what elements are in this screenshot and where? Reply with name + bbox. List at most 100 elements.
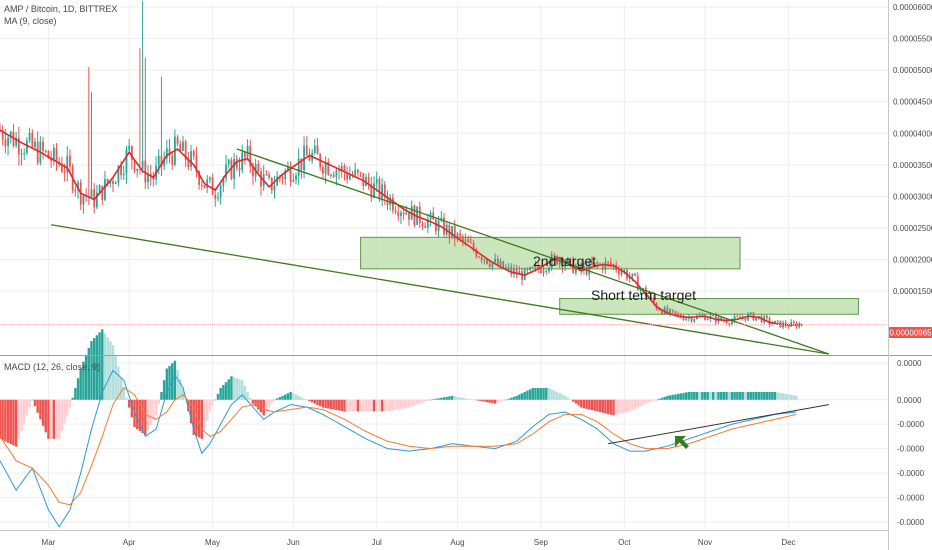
candle-body	[17, 137, 20, 155]
macd-histogram-bar	[76, 378, 80, 400]
candle-body	[574, 267, 577, 274]
macd-tick-label: -0.0000	[897, 469, 925, 478]
macd-histogram-bar	[52, 399, 56, 439]
candle-body	[451, 226, 453, 237]
candle-body	[566, 258, 569, 264]
macd-histogram-bar	[68, 399, 72, 408]
candle-body	[378, 179, 381, 199]
macd-histogram-bar	[289, 391, 292, 400]
candle-body	[133, 159, 136, 172]
candle-body	[677, 313, 680, 315]
macd-histogram-bar	[520, 393, 524, 400]
candle-body	[179, 144, 182, 151]
ma-legend[interactable]: MA (9, close)	[4, 16, 57, 26]
macd-histogram-bar	[663, 396, 666, 400]
candle-body	[125, 149, 128, 174]
macd-histogram-bar	[415, 399, 419, 405]
price-tick-label: 0.00003500	[893, 161, 932, 170]
candle-body	[230, 159, 233, 179]
candle-body	[23, 153, 26, 155]
macd-histogram-bar	[332, 399, 335, 410]
macd-histogram-bar	[354, 399, 357, 412]
macd-histogram-bar	[192, 399, 195, 435]
macd-histogram-bar	[639, 399, 642, 407]
macd-histogram-bar	[617, 399, 621, 415]
macd-histogram-bar	[71, 397, 74, 400]
candle-body	[44, 150, 47, 152]
macd-legend[interactable]: MACD (12, 26, close, 9)	[4, 362, 100, 372]
macd-histogram-bar	[399, 399, 403, 410]
arrow-up-left-icon	[675, 436, 689, 449]
macd-axis[interactable]: 0.0000 0.0000 -0.0000 -0.0000 -0.0000 -0.0000…	[897, 359, 925, 527]
macd-histogram-bar	[47, 399, 50, 439]
macd-histogram-bar	[631, 399, 634, 411]
macd-histogram-bar	[14, 399, 18, 447]
macd-histogram-bar	[754, 391, 758, 400]
candle-body	[214, 195, 217, 199]
time-tick-label: May	[205, 538, 220, 547]
candle-body	[332, 174, 335, 177]
macd-histogram-bar	[31, 399, 34, 401]
macd-histogram-bar	[133, 399, 136, 428]
macd-histogram-bar	[235, 378, 238, 400]
macd-histogram-bar	[534, 388, 537, 400]
macd-tick-label: -0.0000	[897, 493, 925, 502]
macd-histogram-bar	[709, 391, 712, 400]
target-zone-rect	[360, 236, 741, 270]
candle-body	[634, 273, 636, 276]
macd-histogram-bar	[620, 399, 623, 414]
macd-histogram-bar	[101, 329, 104, 400]
time-axis[interactable]: Mar Apr May Jun Jul Aug Sep Oct Nov Dec	[42, 538, 796, 547]
macd-histogram-bar	[6, 399, 10, 443]
macd-histogram-bar	[265, 399, 268, 412]
macd-histogram-bar	[345, 399, 349, 412]
macd-histogram-bar	[652, 399, 656, 401]
macd-histogram-bar	[273, 399, 276, 401]
symbol-legend[interactable]: AMP / Bitcoin, 1D, BITTREX	[4, 4, 117, 14]
macd-tick-label: -0.0000	[897, 420, 925, 429]
candle-body	[534, 265, 537, 268]
macd-histogram-bar	[319, 399, 322, 407]
candle-body	[518, 271, 521, 275]
macd-histogram-bar	[386, 399, 389, 412]
candle-body	[36, 141, 39, 163]
price-tick-label: 0.00002500	[893, 224, 932, 233]
candle-body	[198, 171, 201, 185]
macd-histogram-bar	[410, 399, 413, 407]
macd-histogram-bar	[9, 399, 12, 445]
macd-histogram-bar	[284, 394, 287, 400]
price-tick-label: 0.00005000	[893, 66, 932, 75]
macd-histogram-bar	[251, 399, 255, 404]
macd-histogram-bar	[375, 399, 378, 412]
candle-body	[208, 177, 211, 180]
macd-histogram-bar	[512, 396, 516, 400]
macd-histogram-bar	[184, 399, 187, 401]
candle-body	[736, 316, 739, 318]
macd-histogram-bar	[752, 391, 755, 400]
trendline	[51, 224, 829, 355]
price-tick-label: 0.00001500	[893, 287, 932, 296]
candle-body	[362, 172, 365, 186]
macd-histogram-bar	[82, 361, 85, 400]
macd-histogram-bar	[55, 399, 58, 439]
macd-histogram-bar	[12, 399, 15, 446]
candle-body	[558, 259, 561, 265]
macd-histogram-bar	[577, 399, 580, 406]
candle-body	[771, 323, 774, 325]
candle-body	[233, 158, 236, 179]
macd-histogram-bar	[391, 399, 395, 411]
macd-histogram-bar	[660, 397, 664, 400]
candle-body	[316, 145, 319, 155]
candle-body	[658, 309, 661, 311]
candle-body	[685, 318, 688, 321]
macd-histogram-bar	[542, 388, 545, 400]
candle-body	[496, 258, 499, 266]
macd-histogram-bar	[510, 397, 513, 400]
candle-body	[569, 258, 572, 260]
candle-body	[435, 219, 437, 232]
price-axis[interactable]: 0.00006000 0.00005500 0.00005000 0.00004500…	[893, 3, 932, 296]
macd-histogram-bar	[359, 399, 362, 412]
candle-body	[47, 151, 50, 159]
candle-body	[98, 185, 101, 193]
